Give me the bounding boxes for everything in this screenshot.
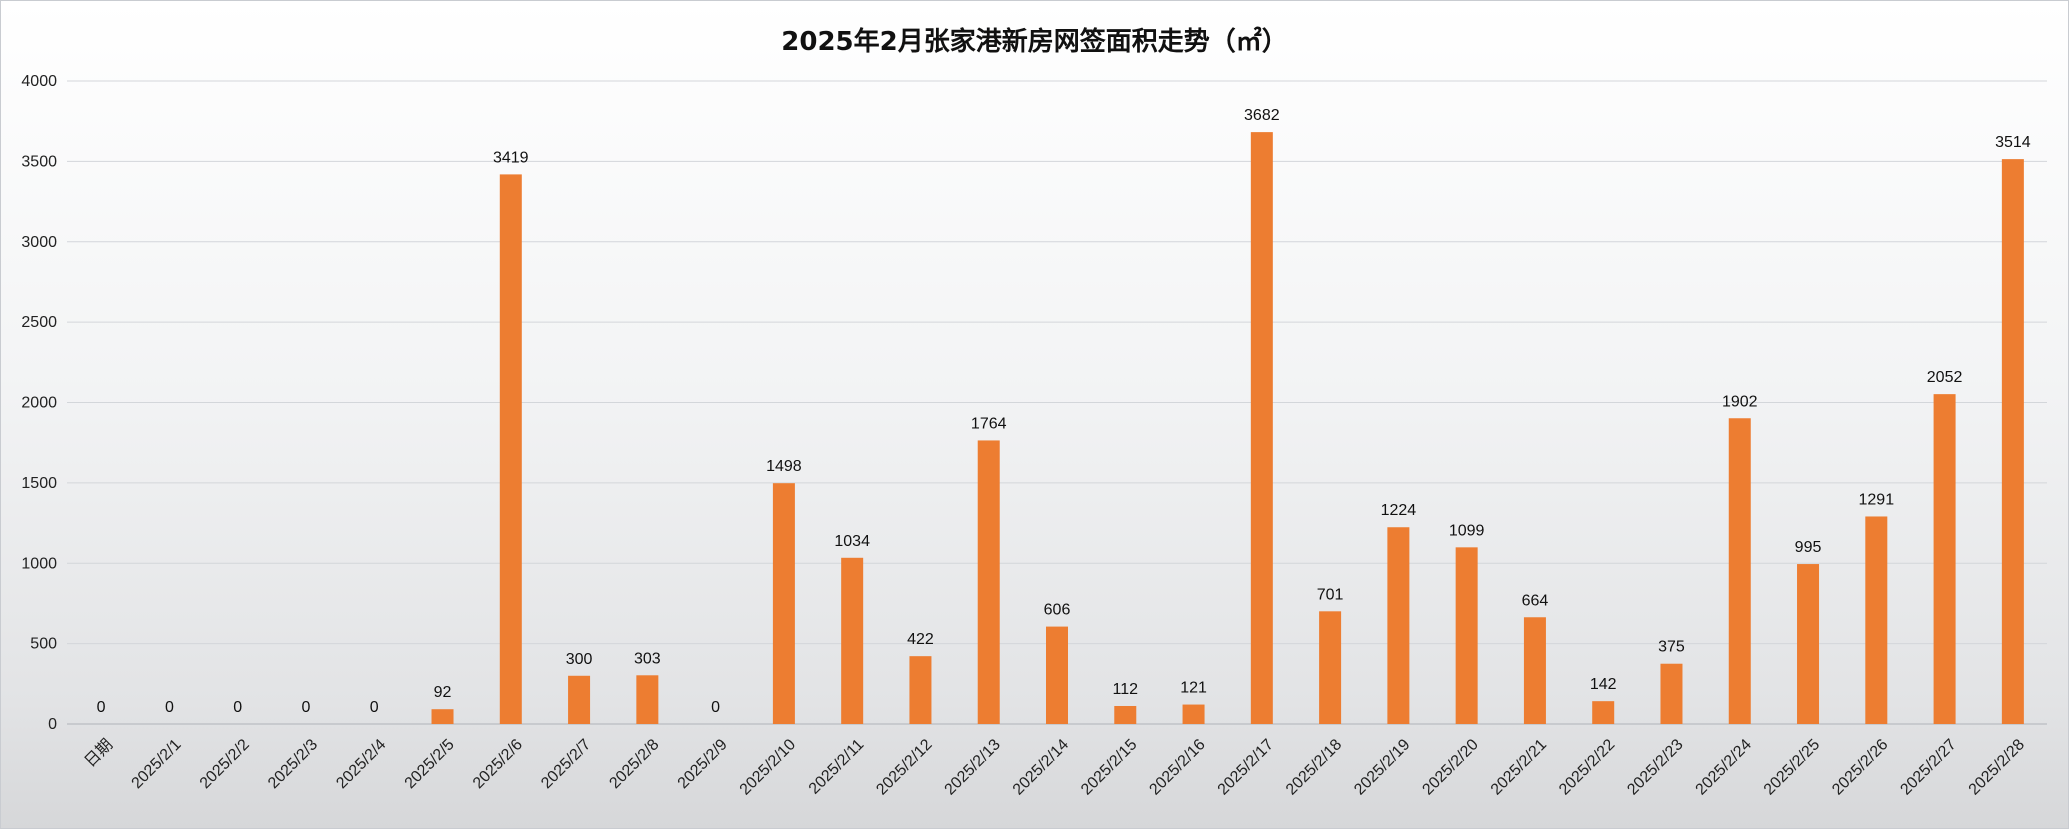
x-tick-label: 2025/2/20 [1419,736,1481,798]
x-tick-label: 2025/2/1 [129,736,185,792]
bar [977,440,1000,724]
data-label: 422 [907,631,934,648]
data-label: 303 [634,650,661,667]
bar [1933,394,1956,724]
data-label: 375 [1658,639,1685,656]
x-tick-label: 2025/2/24 [1693,736,1755,798]
x-tick-label: 2025/2/26 [1829,736,1891,798]
y-tick-label: 4000 [21,73,57,90]
bar [431,709,454,724]
bar [1865,516,1888,724]
data-label: 995 [1795,539,1822,556]
bar [909,656,932,724]
bar [772,483,795,724]
x-tick-label: 2025/2/19 [1351,736,1413,798]
x-tick-label: 2025/2/6 [470,736,526,792]
x-tick-label: 2025/2/25 [1761,736,1823,798]
data-label: 0 [233,699,242,716]
bar [1660,663,1683,724]
bar [841,557,864,724]
y-tick-label: 500 [30,636,57,653]
data-label: 3514 [1995,134,2031,151]
data-label: 1902 [1722,393,1758,410]
data-label: 142 [1590,676,1617,693]
data-label: 0 [370,699,379,716]
x-tick-label: 2025/2/21 [1488,736,1550,798]
y-tick-label: 2000 [21,395,57,412]
x-tick-label: 2025/2/14 [1010,736,1072,798]
data-label: 701 [1317,586,1344,603]
x-tick-label: 2025/2/12 [873,736,935,798]
bar [1455,547,1478,724]
x-tick-label: 2025/2/17 [1215,736,1277,798]
bar [1728,418,1751,724]
bar [1250,132,1273,724]
data-label: 92 [434,684,452,701]
data-label: 1034 [834,533,870,550]
data-label: 3419 [493,149,529,166]
x-tick-label: 2025/2/5 [402,736,458,792]
x-tick-label: 2025/2/11 [806,736,868,798]
x-tick-label: 2025/2/22 [1556,736,1618,798]
y-tick-label: 1000 [21,555,57,572]
data-label: 1764 [971,415,1007,432]
x-tick-label: 2025/2/13 [942,736,1004,798]
x-tick-label: 2025/2/27 [1897,736,1959,798]
data-label: 300 [566,651,593,668]
bar [1182,704,1205,724]
data-label: 2052 [1927,369,1963,386]
bar [1046,626,1068,724]
data-label: 1291 [1859,491,1895,508]
bar [1319,611,1342,724]
bar [1523,617,1546,724]
x-tick-label: 2025/2/23 [1624,736,1686,798]
data-label: 1224 [1381,502,1417,519]
data-label: 0 [165,699,174,716]
data-label: 112 [1113,681,1139,698]
chart-title: 2025年2月张家港新房网签面积走势（㎡） [781,27,1288,57]
x-tick-label: 2025/2/18 [1283,736,1345,798]
bar [568,675,591,724]
data-label: 0 [97,699,106,716]
data-label: 0 [302,699,311,716]
x-tick-label: 2025/2/15 [1078,736,1140,798]
bar [1592,701,1615,724]
data-label: 1498 [766,458,802,475]
x-tick-label: 2025/2/8 [606,736,662,792]
y-tick-label: 2500 [21,314,57,331]
bar [1387,527,1410,724]
bar [1797,564,1820,724]
y-tick-label: 3500 [21,153,57,170]
bar [636,675,659,724]
x-tick-label: 日期 [81,735,116,770]
bar [2001,159,2024,724]
data-label: 121 [1180,680,1207,697]
x-tick-label: 2025/2/4 [333,736,389,792]
x-tick-label: 2025/2/7 [538,736,594,792]
x-tick-label: 2025/2/2 [197,736,253,792]
y-tick-label: 3000 [21,234,57,251]
bar [499,174,522,724]
data-label: 1099 [1449,522,1485,539]
data-label: 3682 [1244,107,1280,124]
data-label: 664 [1522,592,1549,609]
x-tick-label: 2025/2/16 [1146,736,1208,798]
x-tick-label: 2025/2/3 [265,736,321,792]
y-tick-label: 0 [48,716,57,733]
x-tick-label: 2025/2/10 [737,736,799,798]
data-label: 606 [1044,602,1071,619]
data-label: 0 [711,699,720,716]
x-tick-label: 2025/2/28 [1966,736,2028,798]
x-tick-label: 2025/2/9 [675,736,731,792]
y-tick-label: 1500 [21,475,57,492]
bar [1114,705,1137,724]
